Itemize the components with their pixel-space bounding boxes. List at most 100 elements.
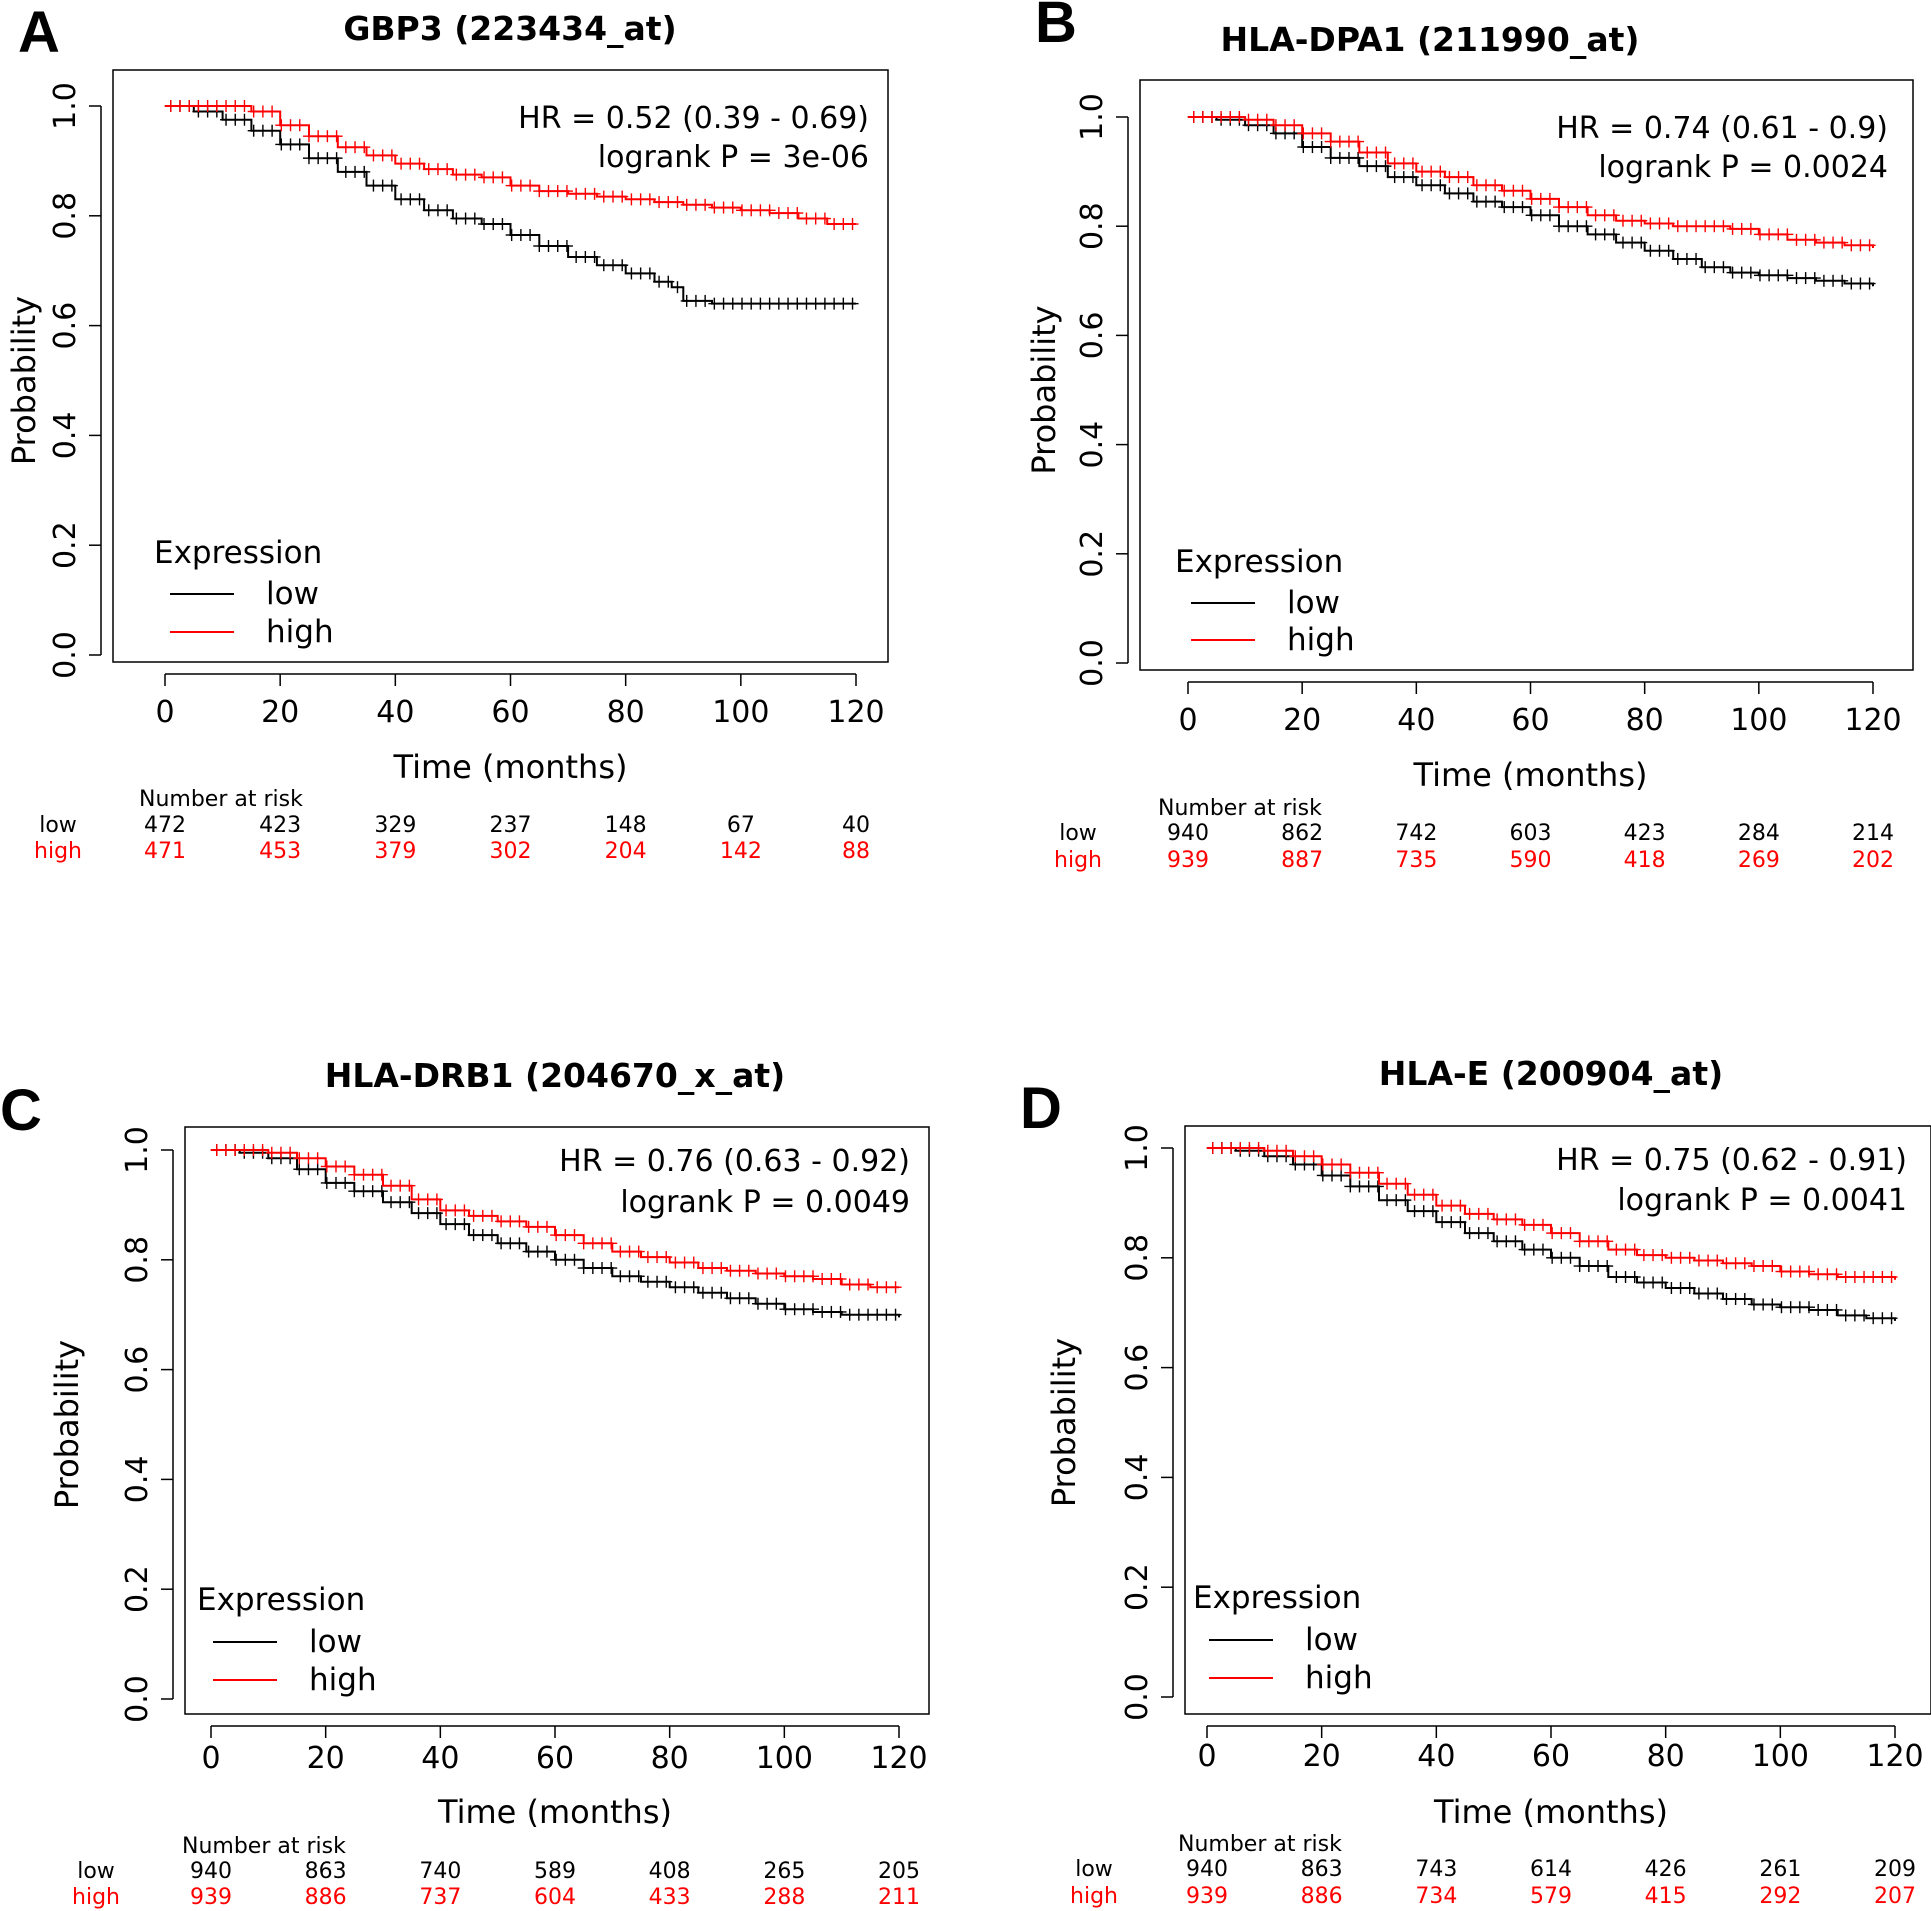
risk-value-high: 735 (1395, 848, 1437, 873)
risk-value-low: 863 (1301, 1857, 1343, 1882)
y-axis-label: Probability (48, 1340, 86, 1509)
km-curve-low (211, 1149, 900, 1318)
risk-row-label-low: low (1059, 821, 1097, 846)
plot-frame (1139, 79, 1914, 671)
risk-value-high: 288 (763, 1885, 805, 1910)
chart-title: HLA-DRB1 (204670_x_at) (325, 1056, 786, 1095)
y-axis-label: Probability (1025, 305, 1063, 474)
y-tick-label: 0.8 (1075, 202, 1110, 250)
x-tick-label: 40 (1397, 703, 1435, 738)
y-tick-label: 0.0 (120, 1675, 155, 1723)
risk-value-high: 379 (374, 839, 416, 864)
x-tick-label: 40 (421, 1741, 459, 1776)
x-axis-label: Time (months) (1433, 1793, 1668, 1831)
risk-value-low: 940 (1186, 1857, 1228, 1882)
risk-value-low: 743 (1415, 1857, 1457, 1882)
panel-label: C (0, 1078, 42, 1143)
km-curve-low-censor-marks (1187, 111, 1876, 290)
risk-value-low: 862 (1281, 821, 1323, 846)
km-curve-high-censor-marks (1187, 111, 1876, 252)
panel-label: B (1035, 0, 1077, 55)
y-tick-label: 0.6 (48, 302, 83, 350)
x-tick-label: 100 (712, 695, 769, 730)
x-tick-label: 80 (1647, 1739, 1685, 1774)
x-tick-label: 120 (827, 695, 884, 730)
x-axis-label: Time (months) (437, 1793, 672, 1831)
hazard-ratio-text: HR = 0.74 (0.61 - 0.9) (1556, 111, 1888, 146)
risk-value-high: 211 (878, 1885, 920, 1910)
risk-value-high: 415 (1645, 1884, 1687, 1909)
y-tick-label: 0.0 (1120, 1673, 1155, 1721)
risk-value-low: 589 (534, 1859, 576, 1884)
y-tick-label: 0.4 (120, 1456, 155, 1504)
risk-value-high: 202 (1852, 848, 1894, 873)
risk-value-high: 269 (1738, 848, 1780, 873)
y-tick-label: 1.0 (48, 82, 83, 130)
risk-table-header: Number at risk (1178, 1832, 1342, 1857)
risk-row-label-high: high (72, 1885, 120, 1910)
risk-value-low: 284 (1738, 821, 1780, 846)
legend-title: Expression (154, 535, 322, 571)
legend-label-high: high (1305, 1660, 1373, 1696)
x-tick-label: 80 (1626, 703, 1664, 738)
risk-table-header: Number at risk (182, 1834, 346, 1859)
risk-value-high: 142 (720, 839, 762, 864)
risk-value-low: 205 (878, 1859, 920, 1884)
x-tick-label: 20 (1283, 703, 1321, 738)
risk-value-high: 433 (649, 1885, 691, 1910)
y-tick-label: 1.0 (1120, 1124, 1155, 1172)
y-tick-label: 0.6 (120, 1346, 155, 1394)
x-tick-label: 120 (1866, 1739, 1923, 1774)
y-tick-label: 0.4 (1120, 1454, 1155, 1502)
x-tick-label: 40 (1417, 1739, 1455, 1774)
risk-value-high: 604 (534, 1885, 576, 1910)
chart-panel-c: C HLA-DRB1 (204670_x_at) 0 20 40 60 80 100 120 Ti… (0, 1056, 930, 1910)
risk-value-high: 734 (1415, 1884, 1457, 1909)
risk-value-high: 939 (1167, 848, 1209, 873)
y-tick-label: 0.0 (48, 631, 83, 679)
y-axis-label: Probability (5, 296, 43, 465)
risk-value-low: 423 (1624, 821, 1666, 846)
risk-value-high: 204 (605, 839, 647, 864)
x-tick-label: 100 (756, 1741, 813, 1776)
risk-value-high: 886 (1301, 1884, 1343, 1909)
risk-value-low: 408 (649, 1859, 691, 1884)
x-tick-label: 60 (1511, 703, 1549, 738)
plot-frame (1184, 1125, 1931, 1715)
risk-value-high: 207 (1874, 1884, 1916, 1909)
x-tick-label: 120 (870, 1741, 927, 1776)
risk-row-label-low: low (77, 1859, 115, 1884)
risk-value-high: 292 (1759, 1884, 1801, 1909)
risk-row-label-low: low (1075, 1857, 1113, 1882)
risk-value-low: 67 (727, 813, 755, 838)
y-tick-label: 0.0 (1075, 639, 1110, 687)
y-tick-label: 1.0 (1075, 93, 1110, 141)
risk-value-low: 265 (763, 1859, 805, 1884)
chart-panel-b: B HLA-DPA1 (211990_at) 0 20 40 60 80 100 120 Time… (1025, 0, 1914, 873)
risk-row-label-high: high (1070, 1884, 1118, 1909)
risk-row-label-low: low (39, 813, 77, 838)
legend-title: Expression (1193, 1580, 1361, 1616)
risk-value-high: 453 (259, 839, 301, 864)
km-curve-high-censor-marks (164, 100, 859, 231)
legend-title: Expression (1175, 544, 1343, 580)
risk-value-low: 742 (1395, 821, 1437, 846)
km-curve-high-censor-marks (210, 1144, 902, 1294)
y-tick-label: 0.8 (1120, 1234, 1155, 1282)
hazard-ratio-text: HR = 0.75 (0.62 - 0.91) (1556, 1143, 1907, 1178)
risk-value-low: 209 (1874, 1857, 1916, 1882)
x-tick-label: 60 (1532, 1739, 1570, 1774)
plot-frame (112, 69, 889, 663)
risk-value-high: 737 (419, 1885, 461, 1910)
y-tick-label: 0.4 (1075, 421, 1110, 469)
chart-panel-d: D HLA-E (200904_at) 0 20 40 60 80 100 120 Time (m… (1020, 1054, 1931, 1909)
risk-value-low: 237 (490, 813, 532, 838)
y-tick-label: 0.8 (48, 192, 83, 240)
panel-label: D (1020, 1076, 1062, 1141)
x-tick-label: 100 (1730, 703, 1787, 738)
risk-value-low: 940 (190, 1859, 232, 1884)
risk-value-low: 214 (1852, 821, 1894, 846)
x-tick-label: 20 (261, 695, 299, 730)
risk-value-low: 603 (1510, 821, 1552, 846)
